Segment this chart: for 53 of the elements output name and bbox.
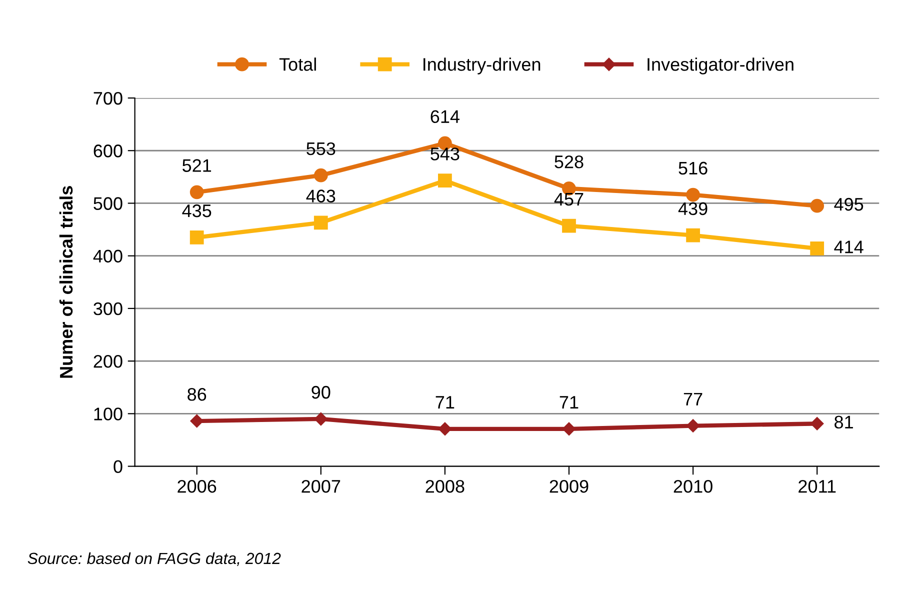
legend-label: Industry-driven [424, 58, 540, 74]
legend-label: Total [279, 58, 316, 71]
y-tick-label: 700 [94, 92, 122, 105]
data-label: 457 [554, 193, 584, 206]
data-label: 553 [306, 142, 336, 156]
data-label: 77 [684, 392, 702, 406]
x-tick-label: 2007 [302, 480, 340, 493]
point [190, 414, 204, 428]
data-label: 614 [430, 110, 460, 124]
legend-label: Investigator-driven [648, 58, 794, 74]
data-label: 71 [436, 396, 454, 409]
point [810, 242, 824, 256]
data-label: 495 [834, 198, 864, 211]
point [686, 419, 700, 432]
y-tick-label: 600 [94, 144, 122, 158]
data-label: 439 [678, 202, 708, 216]
y-tick-label: 300 [94, 302, 122, 316]
data-label: 516 [678, 162, 708, 175]
data-label: 414 [834, 240, 864, 254]
x-tick-label: 2006 [178, 480, 216, 493]
x-tick-label: 2009 [550, 480, 588, 493]
x-tick-label: 2010 [674, 480, 712, 493]
y-tick-label: 400 [93, 250, 122, 263]
point [686, 228, 700, 242]
point [314, 168, 328, 182]
point [314, 216, 328, 230]
point [314, 412, 328, 426]
y-axis-title: Numer of clinical trials [59, 186, 73, 378]
data-label: 86 [188, 388, 206, 401]
x-tick-label: 2011 [798, 480, 836, 493]
point [562, 218, 576, 233]
data-label: 90 [312, 386, 330, 399]
point [810, 198, 824, 213]
source-note: Source: based on FAGG data, 2012 [28, 552, 281, 566]
y-tick-label: 100 [94, 408, 122, 420]
data-label: 463 [306, 190, 336, 202]
y-tick-label: 500 [94, 197, 122, 210]
point [438, 174, 452, 188]
y-tick-label: 200 [94, 355, 122, 368]
data-label: 71 [560, 396, 578, 409]
point [438, 422, 452, 436]
data-label: 543 [430, 148, 460, 160]
point [190, 185, 204, 200]
data-label: 528 [554, 155, 584, 168]
point [686, 188, 700, 202]
point [562, 422, 576, 436]
data-label: 81 [834, 416, 853, 429]
x-tick-label: 2008 [426, 480, 464, 493]
y-tick-label: 0 [114, 460, 122, 474]
point [810, 417, 824, 430]
point [190, 230, 204, 244]
data-label: 521 [182, 159, 212, 172]
data-label: 435 [182, 204, 212, 218]
